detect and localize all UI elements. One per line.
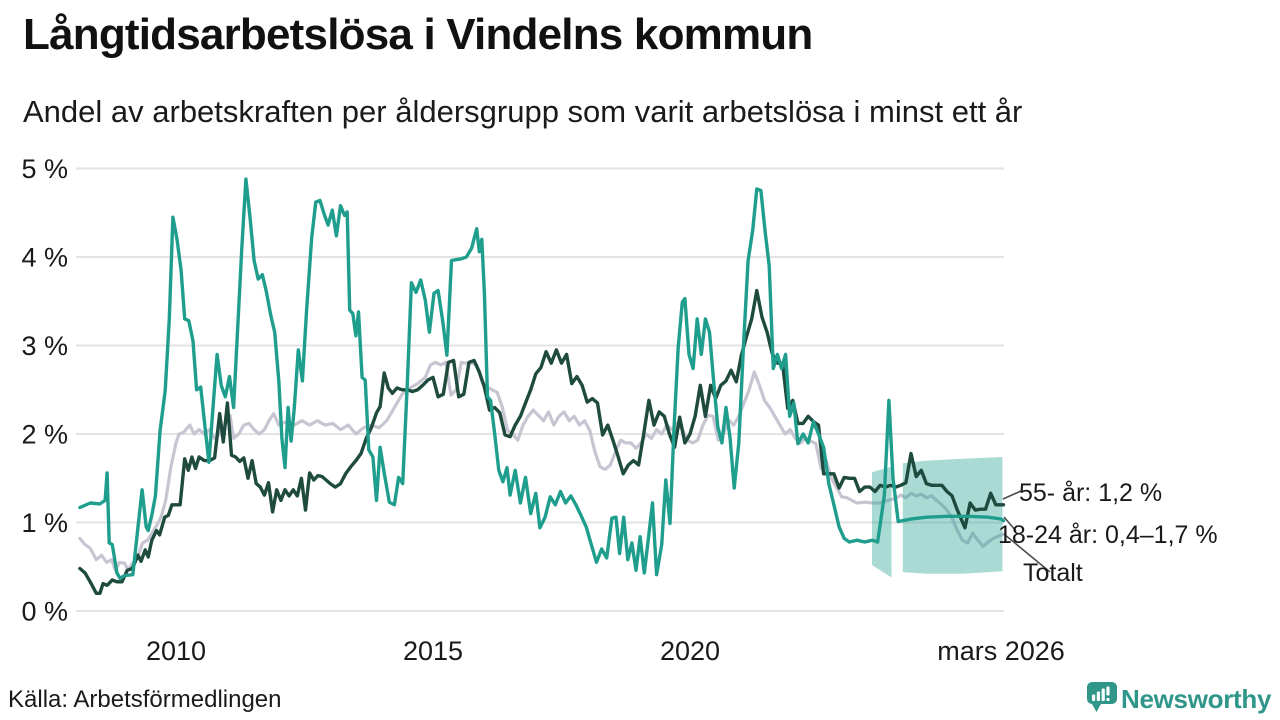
leader-line-55	[1002, 490, 1022, 500]
newsworthy-logo-icon	[1087, 682, 1117, 712]
x-tick-2020: 2020	[660, 636, 720, 666]
y-tick-1: 1 %	[21, 508, 68, 538]
series-line-totalt	[78, 360, 1006, 572]
y-tick-0: 0 %	[21, 597, 68, 627]
series-line-18-24-ar	[78, 177, 1006, 580]
newsworthy-wordmark: Newsworthy	[1121, 684, 1272, 714]
y-tick-2: 2 %	[21, 420, 68, 450]
leader-line-18-24	[1003, 516, 1017, 532]
x-tick-2010: 2010	[146, 636, 206, 666]
x-tick-mars-2026: mars 2026	[937, 636, 1065, 666]
y-tick-3: 3 %	[21, 331, 68, 361]
annotation-55-ar: 55- år: 1,2 %	[1019, 479, 1163, 507]
x-tick-2015: 2015	[403, 636, 463, 666]
page-title: Långtidsarbetslösa i Vindelns kommun	[23, 10, 813, 59]
leader-line-totalt	[1003, 533, 1051, 573]
source-credit: Källa: Arbetsförmedlingen	[8, 686, 282, 713]
annotation-totalt: Totalt	[1023, 559, 1083, 587]
annotation-18-24-ar: 18-24 år: 0,4–1,7 %	[998, 521, 1218, 549]
annotation-leader-lines	[1002, 490, 1051, 573]
logo-bars-icon	[1092, 686, 1110, 701]
x-axis-labels: 2010 2015 2020 mars 2026	[146, 636, 1065, 666]
series-line-55-ar	[78, 288, 1006, 595]
y-axis-labels: 5 % 4 % 3 % 2 % 1 % 0 %	[21, 154, 68, 627]
page-subtitle: Andel av arbetskraften per åldersgrupp s…	[23, 94, 1023, 129]
y-tick-5: 5 %	[21, 154, 68, 184]
y-tick-4: 4 %	[21, 243, 68, 273]
